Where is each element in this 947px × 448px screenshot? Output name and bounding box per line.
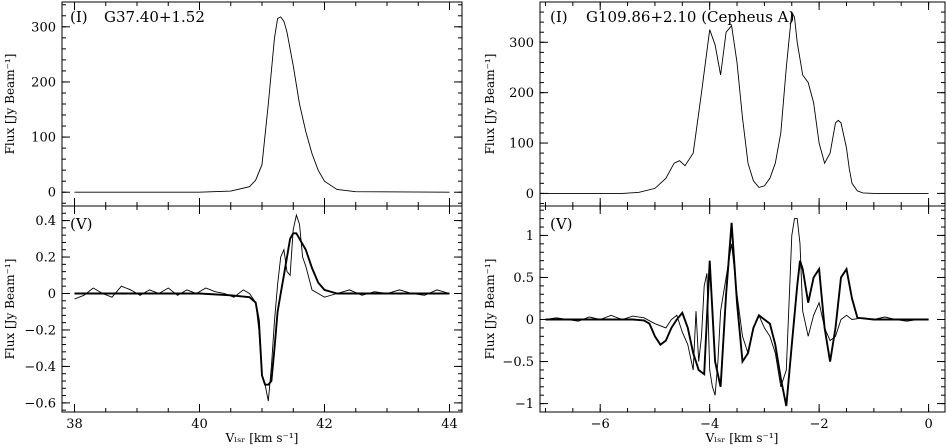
y-tick-label: 300 [31,20,56,35]
y-tick-label: 0.5 [513,271,534,286]
x-tick-label: −2 [810,417,829,432]
series-layer [545,218,929,407]
panel-top-left: 0 100 200 300 (I) G37.40+1.52 Flux [Jy Beam… [3,1,463,207]
y-tick-label: −0.4 [24,360,56,375]
panel-label: (I) [70,8,88,26]
y-tick-label: 100 [31,131,56,146]
panel-label: (V) [70,215,93,233]
y-tick-label: 1 [526,229,534,244]
y-axis-label: Flux [Jy Beam⁻¹] [483,259,497,360]
panel-frame [61,1,463,207]
x-axis-label: Vₗₛᵣ [km s⁻¹] [225,431,299,445]
series-line-thin [545,218,929,396]
series-line-thin [545,10,929,194]
y-tick-label: 0.2 [35,251,56,266]
y-tick-label: 200 [31,75,56,90]
panel-label: (V) [550,215,573,233]
y-tick-labels: 0 100 200 300 [509,36,534,202]
tick-marks [540,2,945,206]
panel-bottom-right: −1 −0.5 0 0.5 1 −6 −4 −2 0 (V) Flux [Jy Beam⁻¹]… [483,205,946,445]
x-tick-labels: 38 40 42 44 [66,417,458,432]
panel-frame [61,205,463,413]
x-tick-label: 40 [191,417,208,432]
x-axis-label: Vₗₛᵣ [km s⁻¹] [705,431,779,445]
x-tick-label: −4 [700,417,719,432]
panel-label: (I) [550,8,568,26]
y-axis-label: Flux [Jy Beam⁻¹] [3,54,17,155]
panel-title: G37.40+1.52 [104,8,205,26]
y-tick-label: −1 [515,397,534,412]
y-tick-labels: −0.6 −0.4 −0.2 0 0.2 0.4 [24,214,56,411]
y-tick-label: −0.2 [24,323,56,338]
y-tick-label: 300 [509,36,534,51]
y-tick-label: 200 [509,86,534,101]
x-tick-label: 44 [441,417,458,432]
y-tick-labels: −1 −0.5 0 0.5 1 [502,229,534,412]
series-layer [545,10,929,194]
x-tick-label: 42 [316,417,333,432]
series-line-thick [74,232,450,386]
panel-frame [539,205,946,413]
y-tick-label: −0.6 [24,396,56,411]
y-axis-label: Flux [Jy Beam⁻¹] [3,259,17,360]
y-tick-label: 0 [526,313,534,328]
y-tick-label: 0 [48,287,56,302]
x-tick-label: 0 [924,417,932,432]
y-tick-label: −0.5 [502,355,534,370]
y-tick-label: 100 [509,137,534,152]
y-tick-label: 0 [48,186,56,201]
y-axis-label: Flux [Jy Beam⁻¹] [483,54,497,155]
y-tick-labels: 0 100 200 300 [31,20,56,200]
series-layer [74,16,450,193]
x-tick-labels: −6 −4 −2 0 [591,417,933,432]
series-line-thin [74,16,450,193]
x-tick-label: 38 [66,417,83,432]
panel-title: G109.86+2.10 (Cepheus A) [586,8,794,26]
series-line-thick [545,222,929,407]
y-tick-label: 0.4 [35,214,56,229]
tick-marks [540,206,945,412]
panel-frame [539,1,946,207]
tick-marks [62,2,462,206]
tick-marks [62,206,462,412]
panel-bottom-left: −0.6 −0.4 −0.2 0 0.2 0.4 38 40 42 44 (V) Flux [J… [3,205,463,445]
series-layer [74,213,450,402]
x-tick-label: −6 [591,417,610,432]
y-tick-label: 0 [526,187,534,202]
